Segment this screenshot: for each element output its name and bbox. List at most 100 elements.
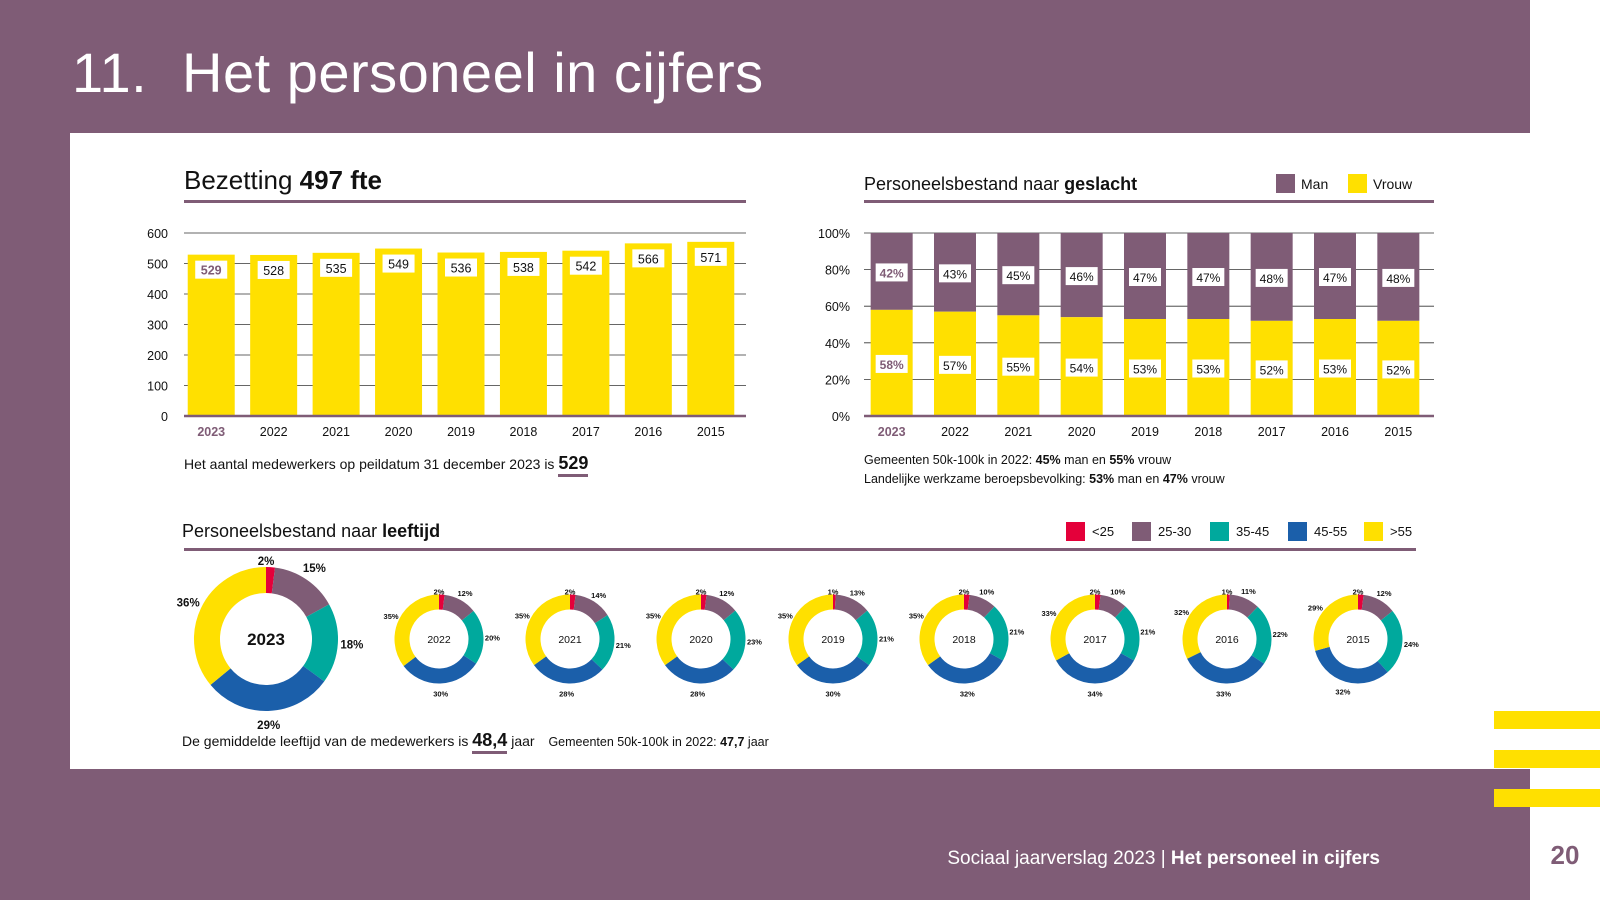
section-number: 11. <box>72 41 148 104</box>
donut-label: 33% <box>1216 689 1231 698</box>
donut-segment <box>302 604 338 682</box>
donut-label: 30% <box>433 689 448 698</box>
y-tick-label: 400 <box>147 288 168 302</box>
leeftijd-note: De gemiddelde leeftijd van de medewerker… <box>182 730 769 754</box>
bezetting-title: Bezetting 497 fte <box>184 165 382 195</box>
donut-label: 12% <box>1377 589 1392 598</box>
legend-label: 35-45 <box>1236 524 1269 539</box>
data-label: 43% <box>943 267 967 281</box>
donut-year-label: 2019 <box>821 634 845 646</box>
data-label-box <box>875 263 908 282</box>
data-label-box <box>382 254 415 273</box>
data-label: 52% <box>1260 363 1284 377</box>
bezetting-note-value: 529 <box>558 453 589 477</box>
data-label: 52% <box>1386 363 1410 377</box>
leeftijd-compare: Gemeenten 50k-100k in 2022: 47,7 jaar <box>548 735 769 749</box>
bezetting-note-text: Het aantal medewerkers op peildatum 31 d… <box>184 456 555 472</box>
donut-year-label: 2018 <box>952 634 976 646</box>
geslacht-title-rule <box>864 200 1434 203</box>
data-label-box <box>939 355 971 374</box>
data-label: 53% <box>1133 363 1157 377</box>
y-tick-label: 200 <box>147 349 168 363</box>
donut-year-label: 2016 <box>1215 634 1239 646</box>
donut-year-label: 2015 <box>1346 634 1370 646</box>
donut-label: 23% <box>747 638 762 647</box>
donut-segment <box>967 594 995 618</box>
donut-label: 29% <box>257 720 280 732</box>
donut-segment <box>855 610 878 666</box>
data-label: 536 <box>451 262 472 276</box>
data-label-box <box>1002 357 1035 376</box>
donut-label: 15% <box>303 563 326 575</box>
geslacht-note-line2: Landelijke werkzame beroepsbevolking: 53… <box>864 472 1225 486</box>
donut-segment <box>461 610 484 664</box>
legend-label: >55 <box>1390 524 1412 539</box>
donut-label: 35% <box>646 612 661 621</box>
donut-label: 2% <box>258 556 275 568</box>
data-label: 53% <box>1323 363 1347 377</box>
donut-year-label: 2022 <box>427 634 451 646</box>
donut-label: 10% <box>979 588 994 597</box>
donut-segment <box>210 665 325 711</box>
bezetting-title-rule <box>184 200 746 203</box>
leeftijd-legend: <25 25-30 35-45 45-55 >55 <box>1066 522 1412 541</box>
bar <box>250 254 298 416</box>
donut-segment <box>788 594 834 666</box>
donut-segment <box>1098 594 1126 618</box>
donut-segment <box>1228 594 1258 618</box>
data-label: 58% <box>880 358 904 372</box>
bar <box>437 252 485 416</box>
footer-text: Sociaal jaarverslag 2023 | <box>947 848 1171 869</box>
donut-segment <box>1056 652 1134 684</box>
donut-segment <box>1377 610 1403 673</box>
donut-segment <box>656 594 702 666</box>
decor-stripe <box>1494 789 1600 807</box>
data-label-box <box>1065 358 1098 377</box>
x-tick-label: 2019 <box>1131 425 1159 439</box>
data-label-box <box>1192 359 1225 378</box>
donut-label: 34% <box>1087 690 1102 699</box>
x-tick-label: 2021 <box>322 425 350 439</box>
legend-label: Man <box>1301 176 1328 192</box>
x-tick-label: 2021 <box>1004 425 1032 439</box>
data-label-box <box>1065 267 1098 286</box>
donut-segment <box>1182 594 1228 659</box>
donut-label: 2% <box>434 588 445 597</box>
leeftijd-note-text: De gemiddelde leeftijd van de medewerker… <box>182 733 469 749</box>
donut-segment <box>442 594 474 621</box>
donut-label: 2% <box>1353 588 1364 597</box>
donut-label: 30% <box>825 690 840 699</box>
legend-swatch <box>1276 174 1295 193</box>
donut-label: 24% <box>1404 640 1419 649</box>
data-label: 48% <box>1260 272 1284 286</box>
donut-segment <box>834 594 868 621</box>
data-label-box <box>257 260 290 279</box>
donut-segment <box>194 567 267 685</box>
donut-label: 28% <box>559 689 574 698</box>
donut-label: 1% <box>828 588 839 597</box>
bar <box>187 254 235 416</box>
data-label-box <box>1129 268 1161 287</box>
data-label: 47% <box>1323 271 1347 285</box>
data-label: 55% <box>1006 361 1030 375</box>
donut-segment <box>704 594 736 621</box>
donut-label: 11% <box>1241 587 1256 596</box>
donut-label: 32% <box>1174 608 1189 617</box>
donut-label: 32% <box>1335 687 1350 696</box>
legend-label: Vrouw <box>1373 176 1413 192</box>
donut-segment <box>665 655 734 684</box>
donut-year-label: 2017 <box>1083 634 1107 646</box>
data-label: 571 <box>700 251 721 265</box>
data-label-box <box>507 257 540 276</box>
donut-label: 35% <box>384 612 399 621</box>
donut-label: 36% <box>177 597 200 609</box>
data-label-box <box>694 247 727 266</box>
y-tick-label: 60% <box>825 300 850 314</box>
data-label-box <box>195 260 228 279</box>
donut-segment <box>1114 606 1140 661</box>
y-tick-label: 300 <box>147 319 168 333</box>
bar <box>312 252 360 416</box>
data-label-box <box>1382 268 1415 287</box>
donut-label: 22% <box>1273 630 1288 639</box>
x-tick-label: 2022 <box>260 425 288 439</box>
